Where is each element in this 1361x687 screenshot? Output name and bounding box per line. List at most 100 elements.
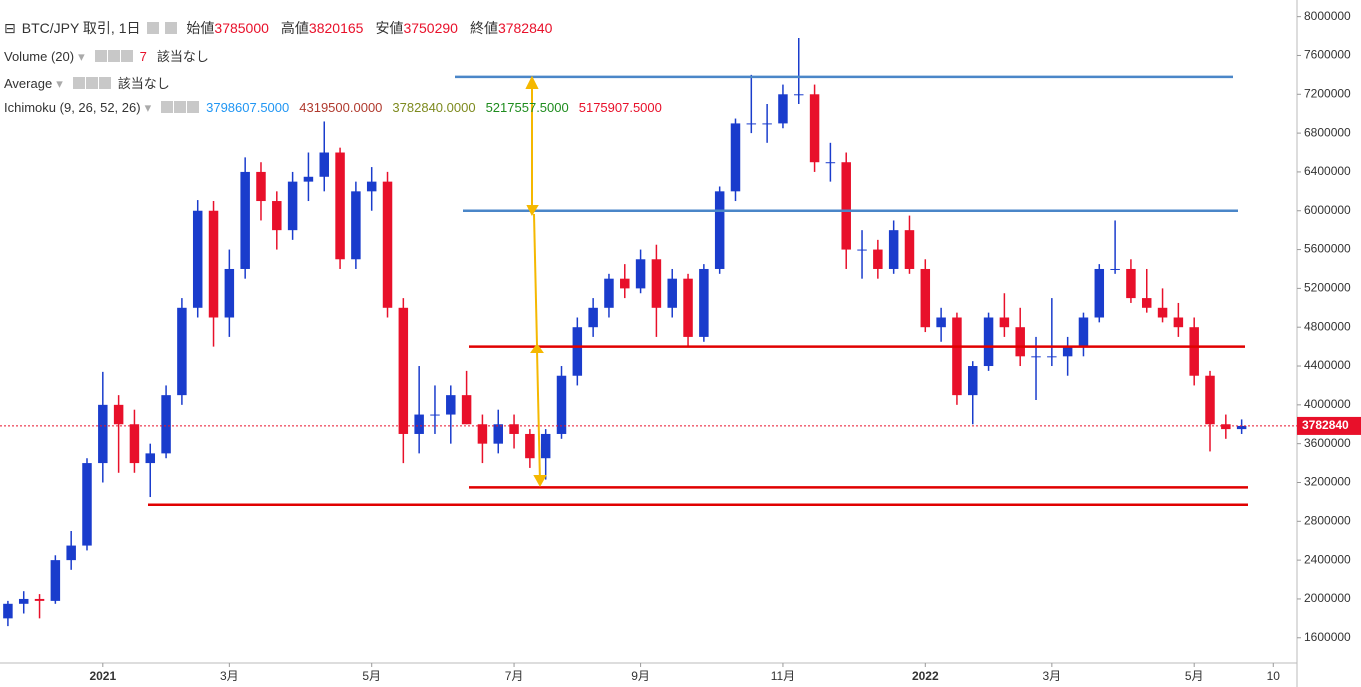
candle-body — [1094, 268, 1105, 318]
candle-body — [1157, 307, 1168, 318]
indicator-row: Volume (20) ▾ 7 該当なし — [4, 46, 219, 65]
candle-body — [351, 191, 361, 260]
candle-body — [1141, 298, 1152, 308]
indicator-value: 3798607.5000 — [206, 100, 290, 115]
candle-body — [98, 404, 108, 464]
plot — [3, 37, 1248, 627]
price-tag — [1297, 416, 1361, 435]
candle-body — [129, 424, 140, 464]
indicator-icon[interactable] — [94, 50, 107, 62]
candle-body — [335, 152, 345, 260]
dropdown: ▾ — [78, 49, 85, 64]
indicator-icon[interactable] — [85, 77, 98, 89]
y-tick-label: 1600000 — [1304, 630, 1351, 644]
y-tick-label: 6800000 — [1304, 125, 1351, 139]
candle-body — [50, 560, 61, 601]
y-tick-label: 5600000 — [1304, 242, 1351, 256]
candle-body — [319, 152, 329, 177]
indicator-value: 該当なし — [117, 76, 170, 91]
symbol-title: BTC/JPY 取引, 1日 — [21, 20, 141, 36]
ohlc-value: 3782840 — [497, 20, 553, 36]
y-tick-label: 2800000 — [1304, 513, 1351, 527]
ohlc-label: 安値 — [375, 20, 404, 36]
y-tick-label: 6400000 — [1304, 164, 1351, 178]
indicator-icon[interactable] — [120, 50, 133, 62]
candle-body — [809, 94, 820, 163]
candle-body — [604, 278, 614, 308]
dropdown: ▾ — [56, 76, 63, 91]
indicator-icon[interactable] — [161, 101, 174, 113]
indicator-icon[interactable] — [107, 50, 120, 62]
candle-body — [208, 210, 219, 318]
candle-body — [1173, 317, 1184, 328]
candle-body — [256, 171, 266, 202]
candle-body — [398, 307, 409, 434]
indicator-value: 7 — [139, 49, 147, 64]
candle-body — [224, 268, 235, 318]
candle-body — [635, 259, 646, 289]
x-tick-label: 5月 — [1185, 669, 1204, 683]
indicator-name: Ichimoku (9, 26, 52, 26) — [4, 100, 141, 115]
candle-body — [366, 181, 377, 192]
candle-body — [18, 598, 29, 604]
candle-body — [414, 414, 424, 434]
candle-body — [999, 317, 1010, 328]
candle-body — [240, 171, 250, 269]
ohlc-value: 3785000 — [214, 20, 269, 36]
ohlc-value: 3750290 — [403, 20, 458, 36]
ohlc-label: 終値 — [469, 20, 498, 36]
candle-body — [651, 259, 662, 308]
indicator-value: 5217557.5000 — [485, 100, 569, 115]
indicator-row: Ichimoku (9, 26, 52, 26) ▾ 3798607.5000 431… — [4, 100, 672, 116]
x-tick-label: 5月 — [362, 669, 381, 683]
y-tick-label: 2000000 — [1304, 591, 1351, 605]
range-arrow — [525, 75, 547, 488]
candle-body — [714, 191, 725, 269]
x-tick-label: 3月 — [1042, 669, 1061, 683]
candle-body — [825, 162, 836, 164]
candle-body — [493, 424, 503, 444]
candle-body — [446, 395, 456, 415]
indicator-icon[interactable] — [174, 101, 187, 113]
candle-body — [556, 375, 567, 434]
candle-body — [857, 249, 867, 251]
candle-body — [620, 278, 630, 289]
candle-body — [1236, 425, 1247, 430]
y-tick-label: 4000000 — [1304, 397, 1351, 411]
candle-body — [1062, 346, 1073, 357]
candle-body — [382, 181, 393, 308]
candle-body — [509, 424, 519, 434]
collapse-icon[interactable]: ⊟ — [4, 20, 16, 36]
x-tick-label: 3月 — [220, 669, 239, 683]
candle-body — [287, 181, 298, 231]
candle-body — [888, 230, 899, 269]
x-tick-label: 7月 — [505, 669, 524, 683]
indicator-name: Average — [4, 76, 53, 91]
candle-body — [683, 278, 693, 337]
candle-body — [968, 366, 978, 396]
ohlc-value: 3820165 — [308, 20, 364, 36]
candle-body — [841, 162, 851, 250]
indicator-icon[interactable] — [187, 101, 200, 113]
indicator-icon[interactable] — [72, 77, 85, 89]
candle-body — [1221, 424, 1231, 430]
y-tick-label: 4400000 — [1304, 358, 1351, 372]
candle-body — [873, 249, 883, 269]
candle-body — [1015, 327, 1025, 357]
candle-body — [461, 395, 472, 425]
candle-body — [177, 307, 187, 396]
y-tick-label: 8000000 — [1304, 9, 1351, 23]
y-tick-label: 7600000 — [1304, 48, 1351, 62]
candle-body — [588, 307, 598, 328]
header: ⊟ BTC/JPY 取引, 1日 始値3785000 高値3820165 安値3750… — [4, 18, 570, 38]
candle-body — [667, 278, 677, 308]
candle-body — [430, 414, 440, 416]
candle-body — [1189, 327, 1199, 376]
indicator-value: 4319500.0000 — [299, 100, 383, 115]
candle-body — [3, 603, 13, 619]
indicator-icon[interactable] — [98, 77, 111, 89]
candle-body — [983, 317, 994, 367]
x-tick-label: 10 — [1267, 669, 1281, 683]
